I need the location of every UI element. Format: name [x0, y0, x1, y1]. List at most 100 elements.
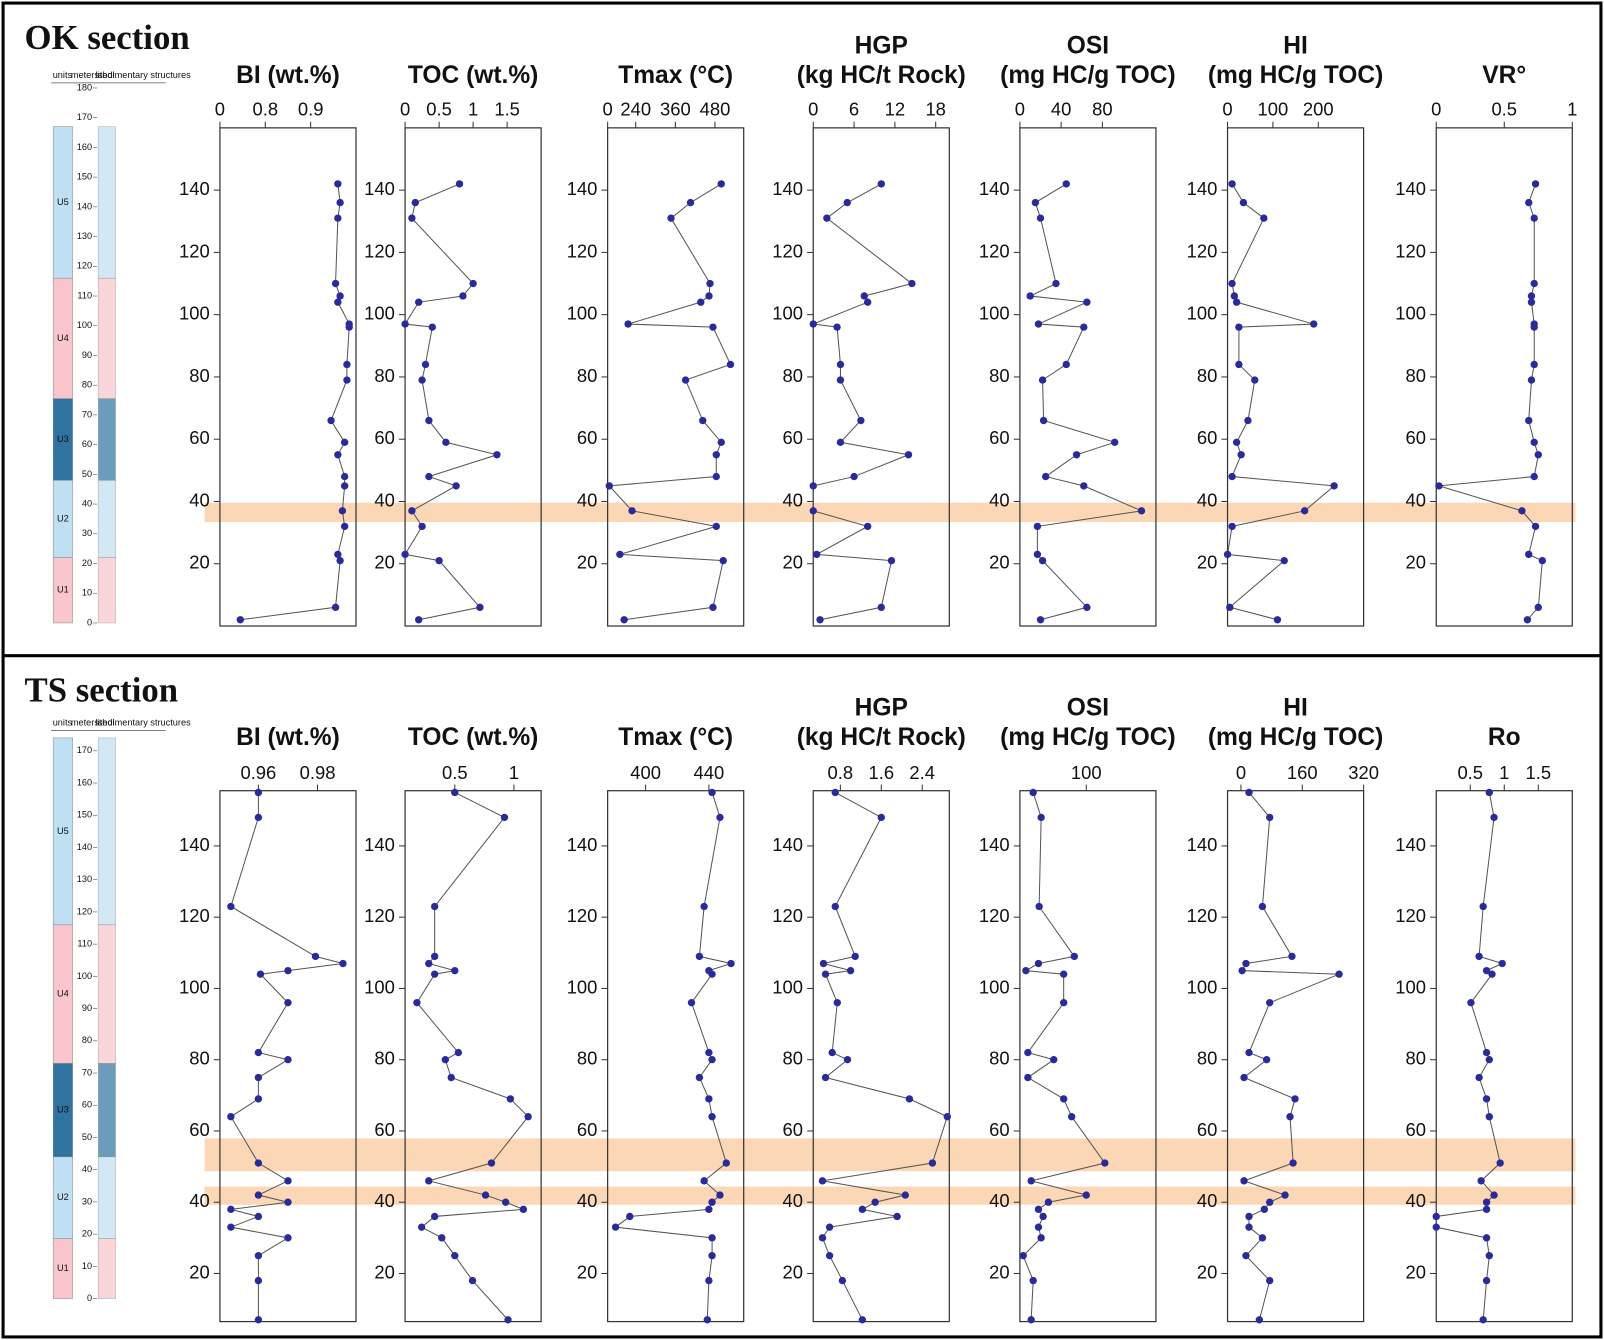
data-point	[700, 902, 708, 911]
data-point	[227, 902, 235, 911]
log-meter-label: 50	[82, 469, 92, 479]
y-tick-label: 80	[989, 365, 1009, 386]
y-tick-label: 120	[364, 905, 395, 926]
highlight-band	[204, 1186, 1576, 1205]
data-point	[524, 1113, 532, 1121]
log-meter-label: 160	[77, 777, 92, 787]
data-point	[415, 298, 423, 306]
data-point	[705, 1095, 713, 1103]
y-tick-label: 40	[1197, 1190, 1217, 1211]
data-point	[833, 323, 841, 331]
data-point	[1485, 1056, 1493, 1064]
y-tick-label: 40	[577, 489, 597, 510]
data-point	[1044, 1198, 1053, 1206]
data-point	[1534, 451, 1542, 459]
data-point	[708, 788, 716, 797]
data-point	[1111, 438, 1119, 447]
log-meter-label: 110	[77, 290, 92, 300]
log-unit	[52, 737, 73, 926]
panel-title: BI (wt.%)	[236, 724, 340, 751]
data-point	[1286, 1113, 1294, 1121]
x-tick-label: 1	[1567, 98, 1577, 119]
data-point	[846, 966, 855, 975]
log-meter-label: 40	[82, 1164, 92, 1174]
y-tick-label: 100	[179, 303, 210, 324]
data-point	[447, 1073, 455, 1082]
data-point	[442, 438, 450, 447]
lithology	[97, 277, 116, 399]
log-unit-label: U4	[57, 989, 69, 999]
y-tick-label: 80	[189, 365, 209, 386]
y-tick-label: 80	[189, 1048, 209, 1069]
panel-title: TOC (wt.%)	[408, 62, 538, 89]
data-point	[1479, 902, 1487, 911]
data-point	[851, 952, 859, 961]
data-point	[1060, 1095, 1068, 1103]
data-point	[620, 616, 628, 624]
data-point	[708, 1234, 716, 1242]
log-meter-label: 160	[77, 142, 92, 152]
panel-frame	[1226, 790, 1365, 1323]
y-tick-label: 60	[577, 427, 597, 448]
y-tick-label: 120	[979, 905, 1010, 926]
y-tick-label: 80	[1197, 365, 1217, 386]
lithology	[97, 1238, 116, 1299]
data-point	[1475, 1073, 1483, 1082]
data-point	[904, 451, 913, 459]
data-point	[1137, 507, 1146, 515]
log-meter-label: 30	[82, 528, 92, 538]
y-tick-label: 120	[179, 240, 210, 261]
y-tick-label: 140	[364, 178, 395, 199]
data-point	[430, 952, 439, 961]
log-meter-label: 180	[77, 82, 92, 92]
lithology	[97, 126, 116, 279]
data-point	[1034, 320, 1043, 328]
data-point	[1245, 1223, 1253, 1231]
log-unit-label: U2	[57, 513, 69, 523]
data-point	[1245, 1048, 1253, 1057]
x-tick-label: 1	[468, 98, 478, 119]
log-unit-label: U4	[57, 333, 69, 343]
data-point	[1258, 1234, 1267, 1242]
panel-frame	[1435, 127, 1573, 627]
y-tick-label: 60	[989, 1119, 1009, 1140]
data-point	[1482, 1198, 1491, 1206]
profile-line	[614, 792, 733, 1320]
data-point	[1226, 603, 1234, 612]
data-point	[1035, 902, 1043, 911]
data-point	[343, 360, 351, 369]
y-tick-label: 100	[364, 303, 395, 324]
data-point	[1330, 482, 1338, 490]
panel-frame	[812, 127, 950, 627]
data-point	[1027, 1316, 1035, 1324]
data-point	[717, 438, 725, 447]
x-tick-label: 0	[1015, 98, 1025, 119]
data-point	[284, 1056, 292, 1064]
y-tick-label: 20	[989, 1261, 1009, 1282]
x-tick-label: 0	[1236, 762, 1246, 783]
data-point	[1232, 298, 1241, 306]
data-point	[818, 1234, 827, 1242]
data-point	[816, 616, 824, 624]
log-meter-label: 30	[82, 1196, 92, 1206]
data-point	[459, 292, 467, 300]
x-tick-label: 320	[1348, 762, 1379, 783]
log-meter-label: 20	[82, 1229, 92, 1239]
data-point	[411, 198, 419, 207]
data-point	[284, 999, 292, 1007]
data-point	[430, 970, 439, 978]
data-point	[1482, 1276, 1491, 1285]
y-tick-label: 40	[189, 1190, 209, 1211]
data-point	[336, 292, 344, 300]
data-point	[825, 1223, 834, 1231]
data-point	[686, 198, 695, 207]
data-point	[858, 1205, 867, 1214]
data-point	[605, 482, 613, 490]
data-point	[1036, 616, 1045, 624]
y-tick-label: 120	[1187, 905, 1218, 926]
y-tick-label: 80	[1406, 365, 1426, 386]
data-point	[1038, 556, 1047, 565]
lithology	[97, 1063, 116, 1158]
x-tick-label: 6	[849, 98, 859, 119]
data-point	[311, 952, 320, 961]
